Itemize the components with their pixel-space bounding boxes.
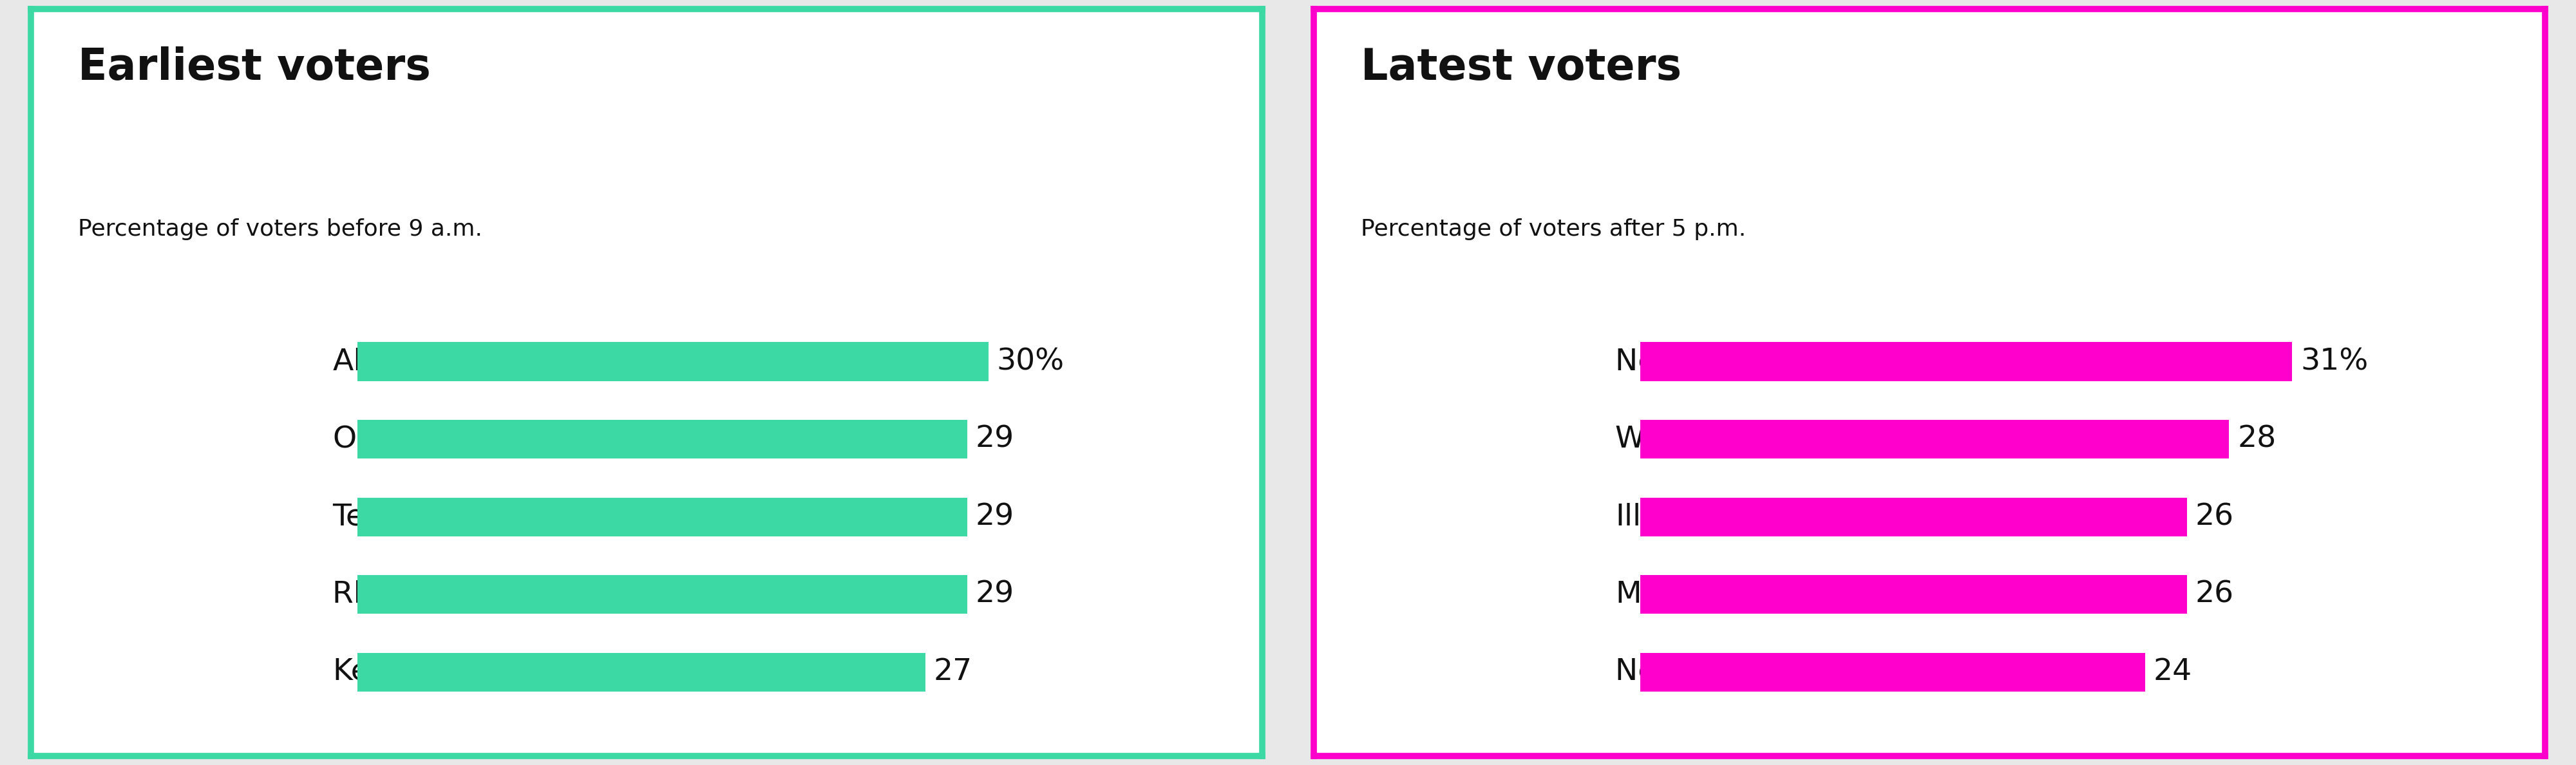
Text: Rhode Island: Rhode Island <box>332 580 531 609</box>
Bar <box>358 420 966 459</box>
Text: Percentage of voters before 9 a.m.: Percentage of voters before 9 a.m. <box>77 218 482 240</box>
Bar <box>358 342 989 381</box>
Text: 26: 26 <box>2195 503 2233 532</box>
Text: Massachusetts: Massachusetts <box>1615 580 1839 609</box>
Text: 29: 29 <box>976 503 1015 532</box>
Bar <box>1641 575 2187 614</box>
Text: Illinois: Illinois <box>1615 503 1713 532</box>
Bar <box>1641 653 2146 692</box>
Text: Latest voters: Latest voters <box>1360 47 1682 89</box>
Text: 29: 29 <box>976 425 1015 454</box>
Text: 24: 24 <box>2154 658 2192 687</box>
Text: Percentage of voters after 5 p.m.: Percentage of voters after 5 p.m. <box>1360 218 1747 240</box>
Bar <box>1641 342 2293 381</box>
Text: Alabama: Alabama <box>332 347 466 376</box>
Text: 27: 27 <box>933 658 971 687</box>
Text: New Jersey: New Jersey <box>1615 658 1785 687</box>
Text: Washington, DC: Washington, DC <box>1615 425 1857 454</box>
Text: 31%: 31% <box>2300 347 2367 376</box>
Text: Earliest voters: Earliest voters <box>77 47 430 89</box>
Text: 29: 29 <box>976 580 1015 609</box>
Bar <box>358 653 925 692</box>
Text: Tennessee: Tennessee <box>332 503 492 532</box>
Bar <box>1641 497 2187 536</box>
Text: Oklahoma: Oklahoma <box>332 425 487 454</box>
Bar <box>358 497 966 536</box>
Text: 30%: 30% <box>997 347 1064 376</box>
Text: New York: New York <box>1615 347 1754 376</box>
Bar <box>358 575 966 614</box>
Text: 28: 28 <box>2239 425 2277 454</box>
Text: Kentucky: Kentucky <box>332 658 471 687</box>
Text: 26: 26 <box>2195 580 2233 609</box>
Bar <box>1641 420 2228 459</box>
